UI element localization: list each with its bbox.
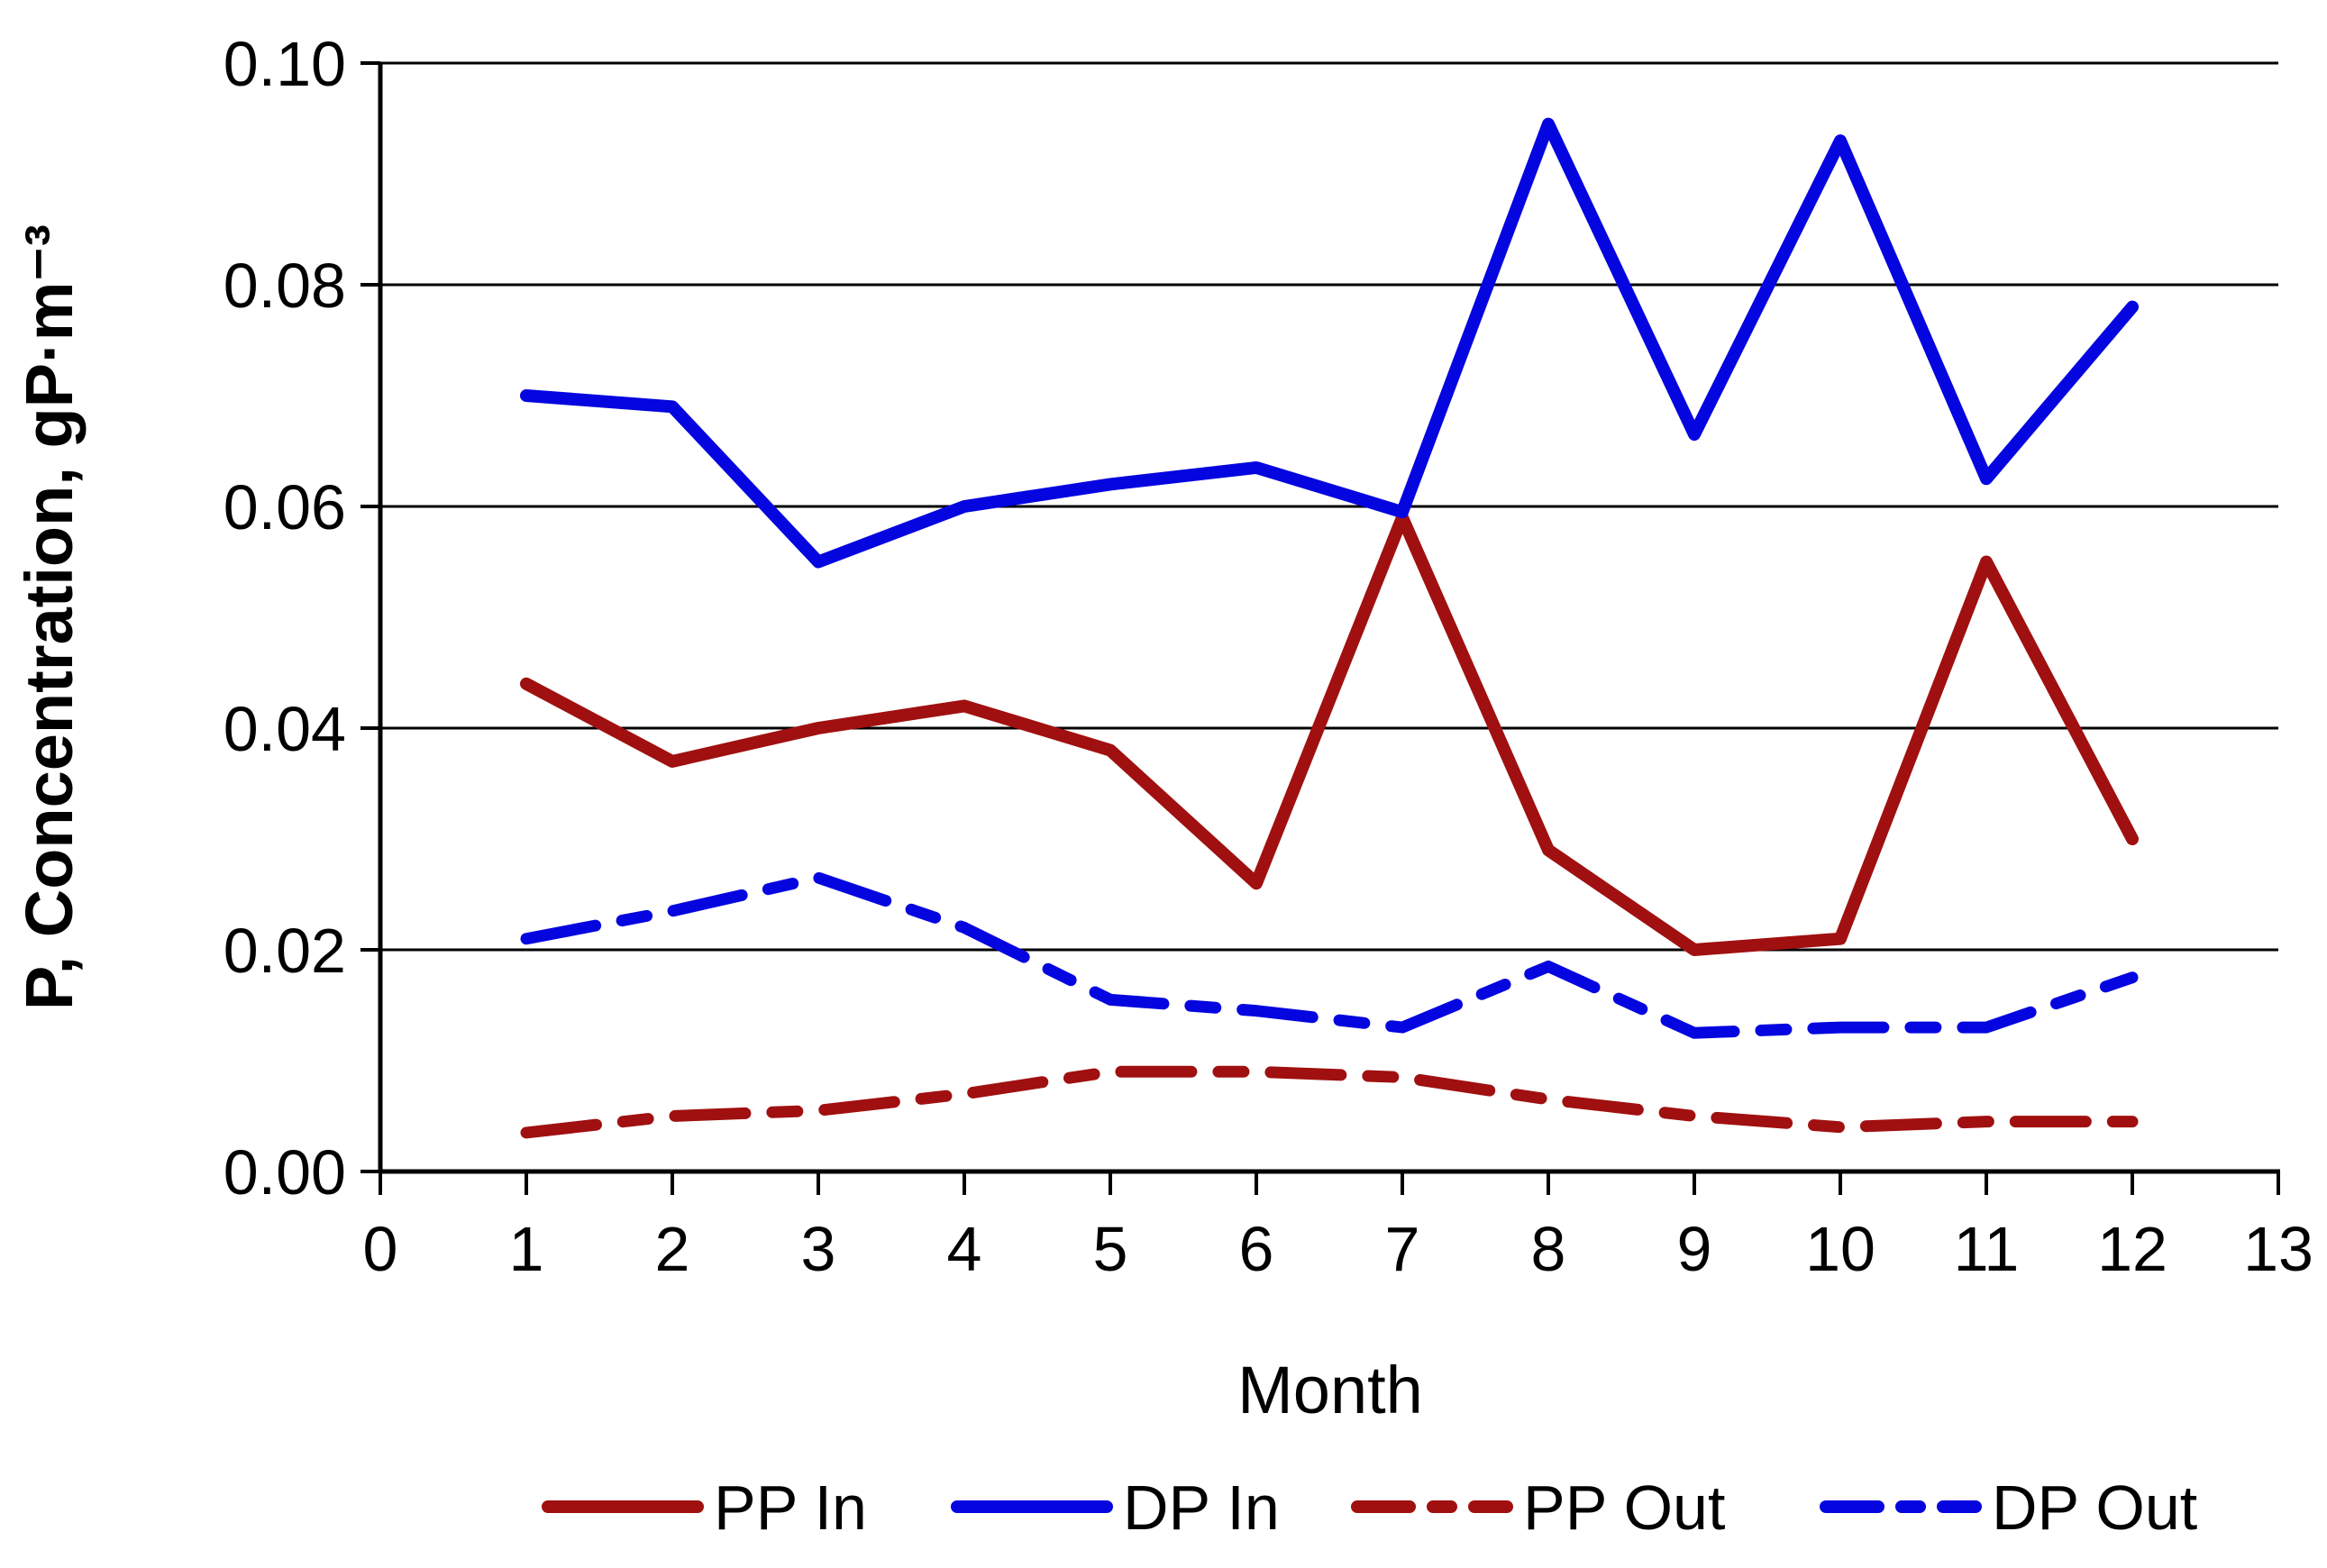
y-tick-label: 0.06 [224, 472, 346, 542]
x-tick-label: 13 [2243, 1214, 2313, 1284]
x-tick-label: 3 [801, 1214, 836, 1284]
y-axis-title: P, Concentration, gP·m⁻³ [12, 224, 87, 1010]
legend: PP In DP In PP Out DP Out [542, 1472, 2197, 1543]
x-tick-label: 5 [1093, 1214, 1128, 1284]
series-line-pp-in [520, 511, 2139, 956]
x-tick-label: 0 [363, 1214, 398, 1284]
y-tick-label: 0.04 [224, 694, 346, 764]
legend-item: PP Out [1351, 1472, 1725, 1543]
x-tick-label: 1 [509, 1214, 544, 1284]
series-line-dp-in [520, 117, 2139, 569]
gridlines [380, 61, 2278, 1173]
legend-item: DP Out [1820, 1472, 2197, 1543]
x-tick-label: 7 [1385, 1214, 1420, 1284]
legend-label: DP Out [1992, 1472, 2197, 1543]
series-line-pp-out [520, 1065, 2139, 1139]
y-tick-label: 0.02 [224, 916, 346, 986]
y-tick-label: 0.00 [224, 1137, 346, 1208]
x-tick-label: 8 [1531, 1214, 1566, 1284]
x-tick-label: 10 [1805, 1214, 1875, 1284]
axis-labels: P, Concentration, gP·m⁻³ Month [12, 224, 1423, 1427]
x-tick-label: 6 [1239, 1214, 1274, 1284]
x-tick-label: 9 [1677, 1214, 1712, 1284]
x-tick-label: 4 [947, 1214, 982, 1284]
legend-label: DP In [1123, 1472, 1280, 1543]
legend-label: PP Out [1523, 1472, 1725, 1543]
y-tick-label: 0.10 [224, 29, 346, 99]
legend-item: DP In [951, 1472, 1280, 1543]
legend-label: PP In [714, 1472, 867, 1543]
series-lines [520, 117, 2139, 1139]
series-line-dp-out [520, 871, 2139, 1039]
x-tick-label: 11 [1954, 1214, 2020, 1284]
y-tick-label: 0.08 [224, 251, 346, 321]
x-axis-title: Month [1237, 1353, 1423, 1427]
x-tick-label: 2 [655, 1214, 690, 1284]
axes: 0.000.020.040.060.080.100 1 2 3 4 5 6 7 8 9 10 11 12… [224, 29, 2313, 1284]
x-tick-label: 12 [2097, 1214, 2167, 1284]
legend-item: PP In [542, 1472, 867, 1543]
